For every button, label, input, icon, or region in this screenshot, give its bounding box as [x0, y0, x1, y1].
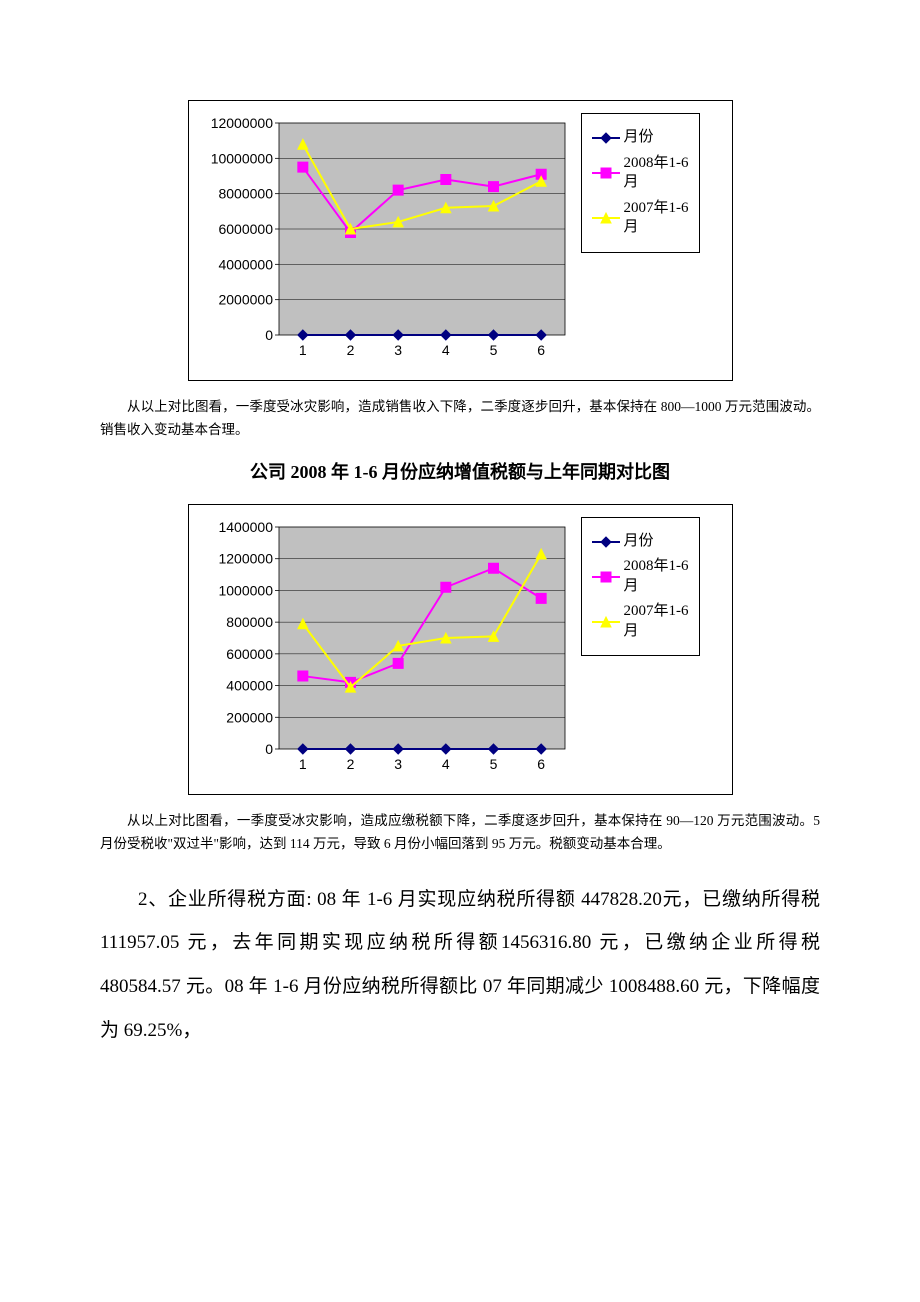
svg-text:12000000: 12000000 [210, 115, 273, 131]
chart2-legend: 月份 2008年1-6月 2007年1-6月 [581, 517, 700, 657]
svg-text:6000000: 6000000 [218, 221, 273, 237]
svg-text:600000: 600000 [226, 646, 273, 662]
svg-text:4000000: 4000000 [218, 256, 273, 272]
svg-text:200000: 200000 [226, 709, 273, 725]
svg-text:1: 1 [298, 756, 306, 772]
chart-revenue: 0200000040000006000000800000010000000120… [188, 100, 733, 381]
svg-text:3: 3 [394, 756, 402, 772]
legend-item: 月份 [592, 128, 689, 148]
legend-item: 2007年1-6月 [592, 602, 689, 641]
svg-text:800000: 800000 [226, 614, 273, 630]
svg-text:1200000: 1200000 [218, 551, 273, 567]
body-paragraph: 2、企业所得税方面: 08 年 1-6 月实现应纳税所得额 447828.20元… [100, 878, 820, 1053]
chart1-legend: 月份 2008年1-6月 2007年1-6月 [581, 113, 700, 253]
paragraph-1: 从以上对比图看，一季度受冰灾影响，造成销售收入下降，二季度逐步回升，基本保持在 … [100, 396, 820, 442]
svg-text:4: 4 [441, 342, 449, 358]
chart-vat: 0 200000 400000 600000 800000 1000000 1200000 1… [188, 504, 733, 795]
svg-text:1: 1 [298, 342, 306, 358]
svg-text:4: 4 [441, 756, 449, 772]
svg-text:0: 0 [265, 327, 273, 343]
legend-item: 2008年1-6月 [592, 557, 689, 596]
document-page: 0200000040000006000000800000010000000120… [0, 0, 920, 1113]
svg-text:6: 6 [537, 756, 545, 772]
legend-item: 月份 [592, 532, 689, 552]
svg-text:8000000: 8000000 [218, 186, 273, 202]
svg-text:1000000: 1000000 [218, 582, 273, 598]
svg-text:0: 0 [265, 741, 273, 757]
paragraph-2: 从以上对比图看，一季度受冰灾影响，造成应缴税额下降，二季度逐步回升，基本保持在 … [100, 810, 820, 856]
chart2-heading: 公司 2008 年 1-6 月份应纳增值税额与上年同期对比图 [100, 458, 820, 484]
svg-text:6: 6 [537, 342, 545, 358]
svg-text:10000000: 10000000 [210, 150, 273, 166]
svg-text:400000: 400000 [226, 677, 273, 693]
svg-text:1400000: 1400000 [218, 519, 273, 535]
svg-text:5: 5 [489, 756, 497, 772]
legend-item: 2008年1-6月 [592, 154, 689, 193]
chart1-plot: 0 2000000 4000000 6000000 8000000 10000000 120… [201, 113, 571, 363]
svg-text:3: 3 [394, 342, 402, 358]
legend-item: 2007年1-6月 [592, 199, 689, 238]
svg-text:2: 2 [346, 756, 354, 772]
svg-text:2: 2 [346, 342, 354, 358]
chart2-plot: 0 200000 400000 600000 800000 1000000 1200000 1… [201, 517, 571, 777]
svg-text:5: 5 [489, 342, 497, 358]
svg-text:2000000: 2000000 [218, 292, 273, 308]
